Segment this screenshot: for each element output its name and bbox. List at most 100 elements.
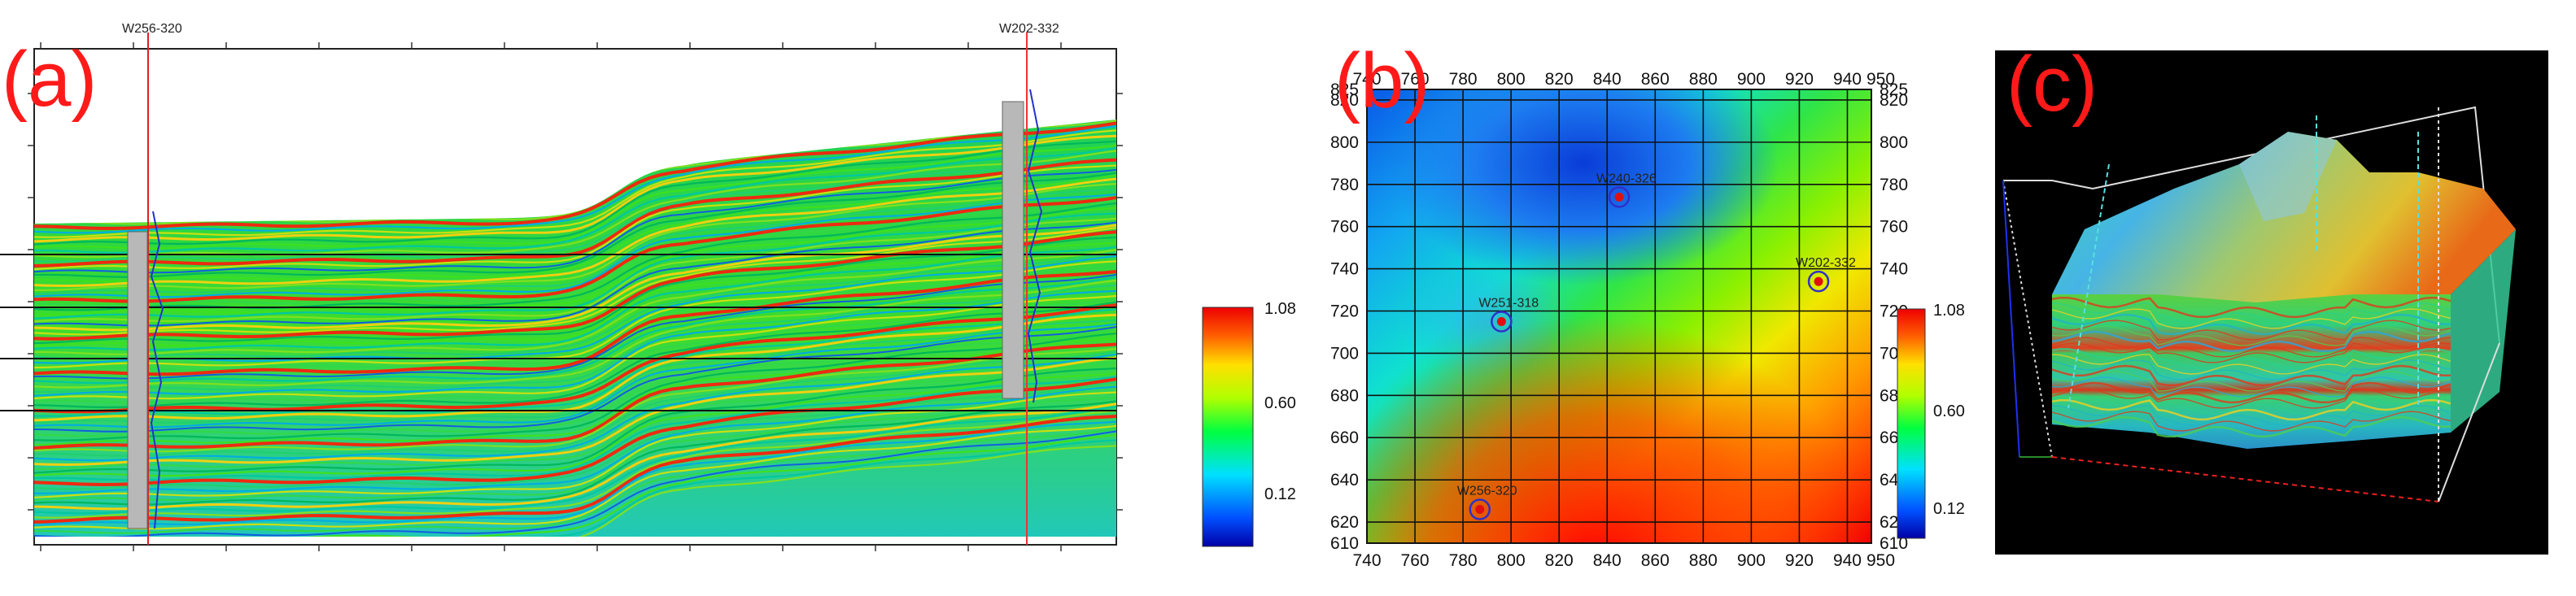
volume-ridge <box>2239 132 2337 221</box>
x-tick-label-top: 950 <box>1867 70 1895 89</box>
horizon-line <box>34 400 1116 506</box>
x-tick-label: 950 <box>1867 551 1895 570</box>
horizon-line <box>34 188 1116 295</box>
horizon-line <box>34 241 1116 347</box>
x-tick-label: 920 <box>1785 551 1814 570</box>
x-tick-label-top: 920 <box>1785 70 1814 89</box>
y-tick-label: 620 <box>1330 513 1359 532</box>
colorbar-b: 1.08 0.60 0.12 <box>1897 302 1965 539</box>
panel-c-label: (c) <box>2006 41 2098 128</box>
horizon-line <box>34 199 1116 307</box>
volume-stripe <box>2051 342 2452 363</box>
horizon-line <box>34 428 1116 534</box>
y-tick-label: 610 <box>1330 534 1359 553</box>
horizon-line <box>34 376 1116 481</box>
colorbar-b-ramp <box>1897 308 1926 539</box>
horizon-line <box>34 356 1116 467</box>
x-tick-label-top: 800 <box>1497 70 1526 89</box>
horizon-line <box>34 140 1116 246</box>
x-tick-label-top: 740 <box>1352 70 1381 89</box>
colorbar-a: 1.08 0.60 0.12 <box>1196 300 1318 553</box>
well-marker <box>1491 311 1513 333</box>
well-log-2 <box>1002 101 1024 399</box>
y-tick-label-right: 825 <box>1880 80 1908 99</box>
horizon-line <box>34 377 1116 487</box>
horizon-line <box>34 445 1116 537</box>
y-tick-label-right: 740 <box>1880 260 1908 279</box>
x-tick-label: 940 <box>1833 551 1862 570</box>
right-ticks <box>1116 93 1123 511</box>
colorbar-a-ramp <box>1202 307 1254 547</box>
horizon-line <box>34 221 1116 327</box>
horizon-line <box>34 439 1116 537</box>
horizon-line <box>34 224 1116 332</box>
well-marker-dot <box>1475 504 1485 514</box>
x-tick-label-top: 860 <box>1641 70 1670 89</box>
volume-stripe <box>2051 381 2452 404</box>
horizon-line <box>34 410 1116 519</box>
horizon-line <box>34 121 1116 230</box>
horizon-line <box>34 172 1116 278</box>
horizon-line <box>34 434 1116 537</box>
horizon-line <box>34 372 1116 477</box>
x-tick-label: 900 <box>1737 551 1766 570</box>
volume-stripe <box>2051 394 2452 415</box>
horizon-line <box>34 236 1116 345</box>
heatmap-field <box>1367 89 1871 543</box>
horizon-line <box>34 424 1116 530</box>
plot-frame <box>1366 89 1872 544</box>
volume-stripe <box>2051 330 2452 353</box>
heatmap-grid <box>1366 89 1872 544</box>
horizon-line <box>34 202 1116 311</box>
horizon-line <box>34 246 1116 351</box>
volume-stripe <box>2051 405 2452 426</box>
y-tick-label: 740 <box>1330 260 1359 279</box>
horizon-line <box>34 177 1116 288</box>
volume-stripe <box>2051 364 2452 387</box>
horizon-line <box>34 385 1116 494</box>
bottom-ticks <box>40 545 1062 551</box>
horizon-line <box>34 266 1116 372</box>
x-tick-label-top: 760 <box>1401 70 1430 89</box>
horizon-line <box>34 319 1116 424</box>
horizon-line <box>34 303 1116 414</box>
horizon-line <box>34 251 1116 360</box>
horizon-line <box>34 207 1116 315</box>
horizon-line <box>34 174 1116 283</box>
horizon-line <box>34 420 1116 526</box>
horizon-line <box>34 289 1116 397</box>
horizon-line <box>34 147 1116 254</box>
horizon-line <box>34 183 1116 291</box>
volume-stripe <box>2051 388 2452 409</box>
well-marker <box>1608 186 1631 208</box>
volume-stripe <box>2051 347 2452 370</box>
horizon-line <box>34 402 1116 511</box>
y-tick-label: 820 <box>1330 91 1359 110</box>
horizon-line <box>34 284 1116 393</box>
horizon-line <box>34 168 1116 274</box>
horizon-line <box>34 342 1116 450</box>
heatmap-chart: 740 760 780 800 820 840 860 880 900 920 940 950 740 7… <box>1330 70 1965 570</box>
horizon-line <box>34 154 1116 263</box>
x-tick-label: 840 <box>1593 551 1622 570</box>
volume-3d <box>2002 106 2516 502</box>
horizon-line <box>34 276 1116 385</box>
volume-stripe <box>2051 354 2452 375</box>
y-tick-label: 800 <box>1330 133 1359 152</box>
well-name-label: W202-332 <box>1796 256 1856 270</box>
volume-stripes <box>2051 296 2452 438</box>
well-name-label: W251-318 <box>1478 296 1539 310</box>
panel-a: W256-320 W202-332 (a) <box>0 0 1155 592</box>
heatmap-wells: W240-326 W202-332 W251-318 W256-320 <box>1457 172 1856 520</box>
y-tick-label: 780 <box>1330 176 1359 194</box>
volume-stripe <box>2051 320 2452 341</box>
horizon-line <box>34 217 1116 323</box>
panel-c: (c) <box>1995 46 2548 555</box>
panel-b: 740 760 780 800 820 840 860 880 900 920 940 950 740 7… <box>1302 0 1977 592</box>
y-tick-label: 700 <box>1330 344 1359 363</box>
x-tick-label-top: 840 <box>1593 70 1622 89</box>
left-ticks <box>28 93 34 511</box>
well-trace <box>2067 163 2110 409</box>
horizon-line <box>34 415 1116 524</box>
box-edge <box>2002 180 2053 458</box>
